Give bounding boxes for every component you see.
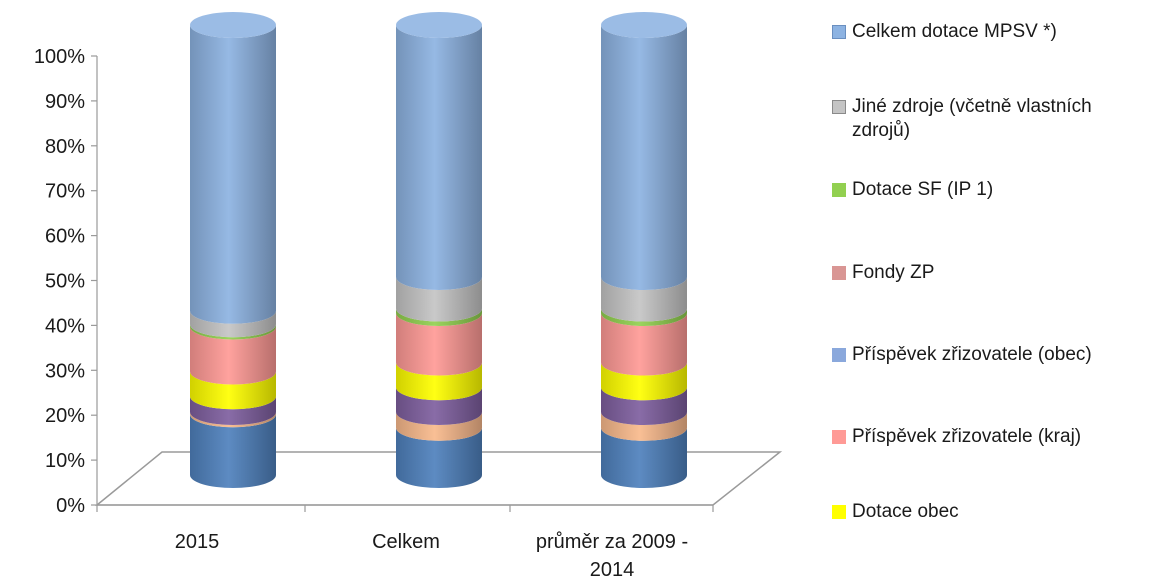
bar-segment	[190, 324, 276, 340]
bar-segment	[601, 308, 687, 326]
legend-item-prispevek-obec: Příspěvek zřizovatele (obec)	[832, 343, 1165, 367]
bar-segment	[396, 387, 482, 425]
cylinder-top	[601, 12, 687, 38]
x-tick-label: průměr za 2009 -	[536, 531, 688, 553]
y-tick-label: 100%	[34, 46, 85, 68]
bar-segment	[190, 25, 276, 324]
y-tick-label: 90%	[45, 91, 85, 113]
x-tick-label: 2014	[590, 559, 635, 580]
legend-item-fondy-zp: Fondy ZP	[832, 261, 1165, 285]
bar-segment	[396, 308, 482, 326]
legend-label: Jiné zdroje (včetně vlastních zdrojů)	[852, 96, 1092, 141]
bar-segment	[190, 326, 276, 385]
legend-swatch	[832, 430, 846, 444]
y-tick-label: 30%	[45, 360, 85, 382]
bar-segment	[396, 313, 482, 376]
legend-swatch	[832, 183, 846, 197]
y-axis: 0% 10% 20% 30% 40% 50% 60% 70% 80% 90% 100%	[34, 46, 98, 517]
y-tick-label: 40%	[45, 315, 85, 337]
bar-segment	[190, 371, 276, 410]
cylinder-0	[190, 12, 276, 488]
cylinder-1	[396, 12, 482, 488]
bar-segment	[396, 277, 482, 322]
bar-segment	[396, 427, 482, 488]
legend-label: Dotace obec	[852, 501, 959, 522]
bar-segment	[190, 310, 276, 338]
x-tick-label: Celkem	[372, 531, 440, 553]
x-axis-labels: 2015 Celkem průměr za 2009 - 2014	[175, 531, 688, 580]
y-tick-label: 70%	[45, 181, 85, 203]
y-tick-label: 50%	[45, 271, 85, 293]
bar-segment	[601, 362, 687, 401]
legend-swatch	[832, 25, 846, 39]
bar-segment	[601, 412, 687, 441]
legend-label: Příspěvek zřizovatele (kraj)	[852, 426, 1082, 447]
y-tick-label: 60%	[45, 226, 85, 248]
legend-item-jine-zdroje: Jiné zdroje (včetně vlastních zdrojů)	[832, 95, 1152, 143]
chart-floor	[94, 451, 783, 512]
y-tick-label: 10%	[45, 450, 85, 472]
y-tick-label: 80%	[45, 136, 85, 158]
legend-item-dotace-obec: Dotace obec	[832, 500, 1165, 524]
bar-segment	[601, 25, 687, 290]
y-tick-label: 20%	[45, 405, 85, 427]
legend-swatch	[832, 348, 846, 362]
legend-label: Fondy ZP	[852, 262, 935, 283]
bar-segment	[396, 25, 482, 290]
bar-segment	[601, 313, 687, 376]
legend-swatch	[832, 266, 846, 280]
y-tick-label: 0%	[56, 495, 85, 517]
chart-plot: 0% 10% 20% 30% 40% 50% 60% 70% 80% 90% 100% 2015 Ce…	[34, 12, 783, 580]
bar-segment	[601, 277, 687, 322]
legend: Celkem dotace MPSV *) Jiné zdroje (včetn…	[832, 0, 1165, 580]
legend-swatch	[832, 505, 846, 519]
bar-segment	[190, 396, 276, 425]
x-tick-label: 2015	[175, 531, 220, 553]
legend-item-celkem-dotace-mpsv: Celkem dotace MPSV *)	[832, 20, 1165, 44]
legend-label: Příspěvek zřizovatele (obec)	[852, 344, 1092, 365]
bar-segment	[601, 387, 687, 425]
legend-swatch	[832, 100, 846, 114]
bar-series-group	[190, 12, 687, 488]
legend-item-prispevek-kraj: Příspěvek zřizovatele (kraj)	[832, 425, 1165, 449]
bar-segment	[396, 362, 482, 401]
legend-label: Celkem dotace MPSV *)	[852, 21, 1057, 42]
cylinder-top	[396, 12, 482, 38]
cylinder-top	[190, 12, 276, 38]
legend-item-dotace-sf: Dotace SF (IP 1)	[832, 178, 1165, 202]
bar-segment	[190, 412, 276, 428]
bar-segment	[601, 427, 687, 488]
bar-segment	[396, 412, 482, 441]
bar-segment	[190, 414, 276, 488]
legend-label: Dotace SF (IP 1)	[852, 179, 994, 200]
cylinder-2	[601, 12, 687, 488]
